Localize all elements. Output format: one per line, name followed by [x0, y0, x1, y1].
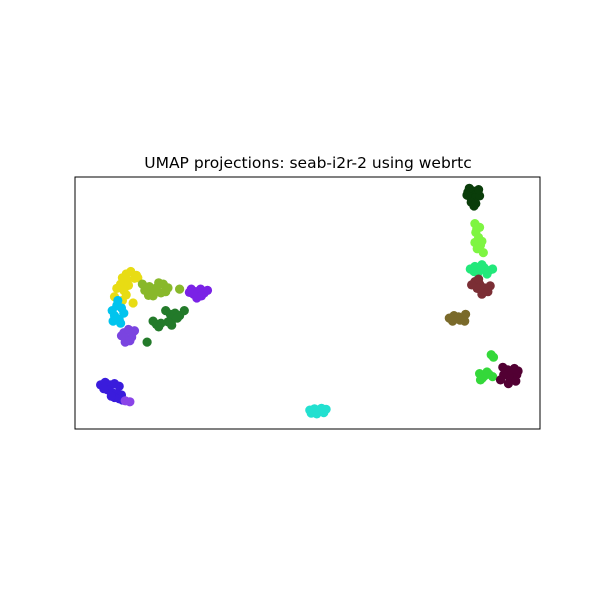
cluster-4	[467, 274, 495, 299]
cluster-3	[465, 260, 498, 279]
scatter-point	[495, 375, 506, 385]
scatter-point	[113, 295, 123, 306]
scatter-point	[475, 375, 486, 385]
scatter-point	[472, 224, 482, 234]
cluster-7	[495, 362, 523, 389]
cluster-9	[107, 295, 129, 328]
scatter-point	[196, 291, 207, 301]
scatter-point	[106, 391, 116, 401]
scatter-point	[121, 290, 131, 300]
scatter-point	[511, 376, 521, 386]
scatter-point	[474, 185, 484, 195]
scatter-point	[123, 280, 134, 290]
scatter-point	[156, 288, 166, 298]
scatter-point	[474, 274, 484, 284]
scatter-point	[461, 309, 471, 319]
scatter-point	[114, 381, 124, 391]
scatter-points	[96, 183, 523, 419]
scatter-point	[140, 285, 150, 295]
scatter-point	[306, 408, 316, 418]
scatter-point	[488, 264, 498, 274]
scatter-point	[478, 248, 488, 258]
scatter-point	[509, 363, 519, 374]
plot-frame	[74, 176, 541, 430]
scatter-point	[111, 313, 121, 323]
scatter-point	[202, 285, 213, 295]
cluster-2	[470, 219, 488, 258]
scatter-point	[142, 337, 152, 347]
scatter-point	[488, 372, 498, 382]
scatter-point	[133, 273, 143, 283]
scatter-point	[112, 283, 122, 293]
cluster-10	[137, 278, 185, 301]
scatter-point	[119, 308, 129, 318]
cluster-16	[305, 403, 331, 419]
cluster-1	[462, 183, 485, 211]
scatter-point	[175, 284, 185, 294]
scatter-point	[125, 397, 135, 407]
scatter-point	[467, 280, 477, 290]
scatter-point	[477, 236, 487, 246]
scatter-point	[154, 322, 164, 332]
scatter-point	[99, 384, 109, 394]
scatter-point	[448, 316, 458, 326]
scatter-point	[460, 316, 470, 326]
scatter-point	[485, 281, 495, 291]
scatter-point	[469, 201, 479, 211]
scatter-point	[316, 403, 327, 413]
scatter-point	[488, 352, 499, 362]
scatter-point	[148, 316, 158, 326]
cluster-5	[444, 309, 471, 326]
scatter-point	[179, 306, 189, 316]
scatter-point	[462, 190, 472, 200]
scatter-point	[128, 298, 138, 308]
cluster-15	[120, 396, 135, 407]
scatter-point	[129, 326, 140, 336]
chart-title: UMAP projections: seab-i2r-2 using webrt…	[144, 154, 472, 172]
scatter-point	[125, 336, 135, 346]
scatter-point	[172, 313, 182, 323]
scatter-point	[148, 291, 158, 301]
cluster-11	[184, 284, 213, 303]
scatter-point	[167, 320, 177, 330]
cluster-6	[475, 350, 499, 385]
scatter-point	[503, 379, 513, 389]
scatter-point	[184, 287, 194, 297]
cluster-13	[116, 324, 140, 347]
scatter-point	[477, 260, 487, 270]
cluster-12	[142, 306, 189, 347]
